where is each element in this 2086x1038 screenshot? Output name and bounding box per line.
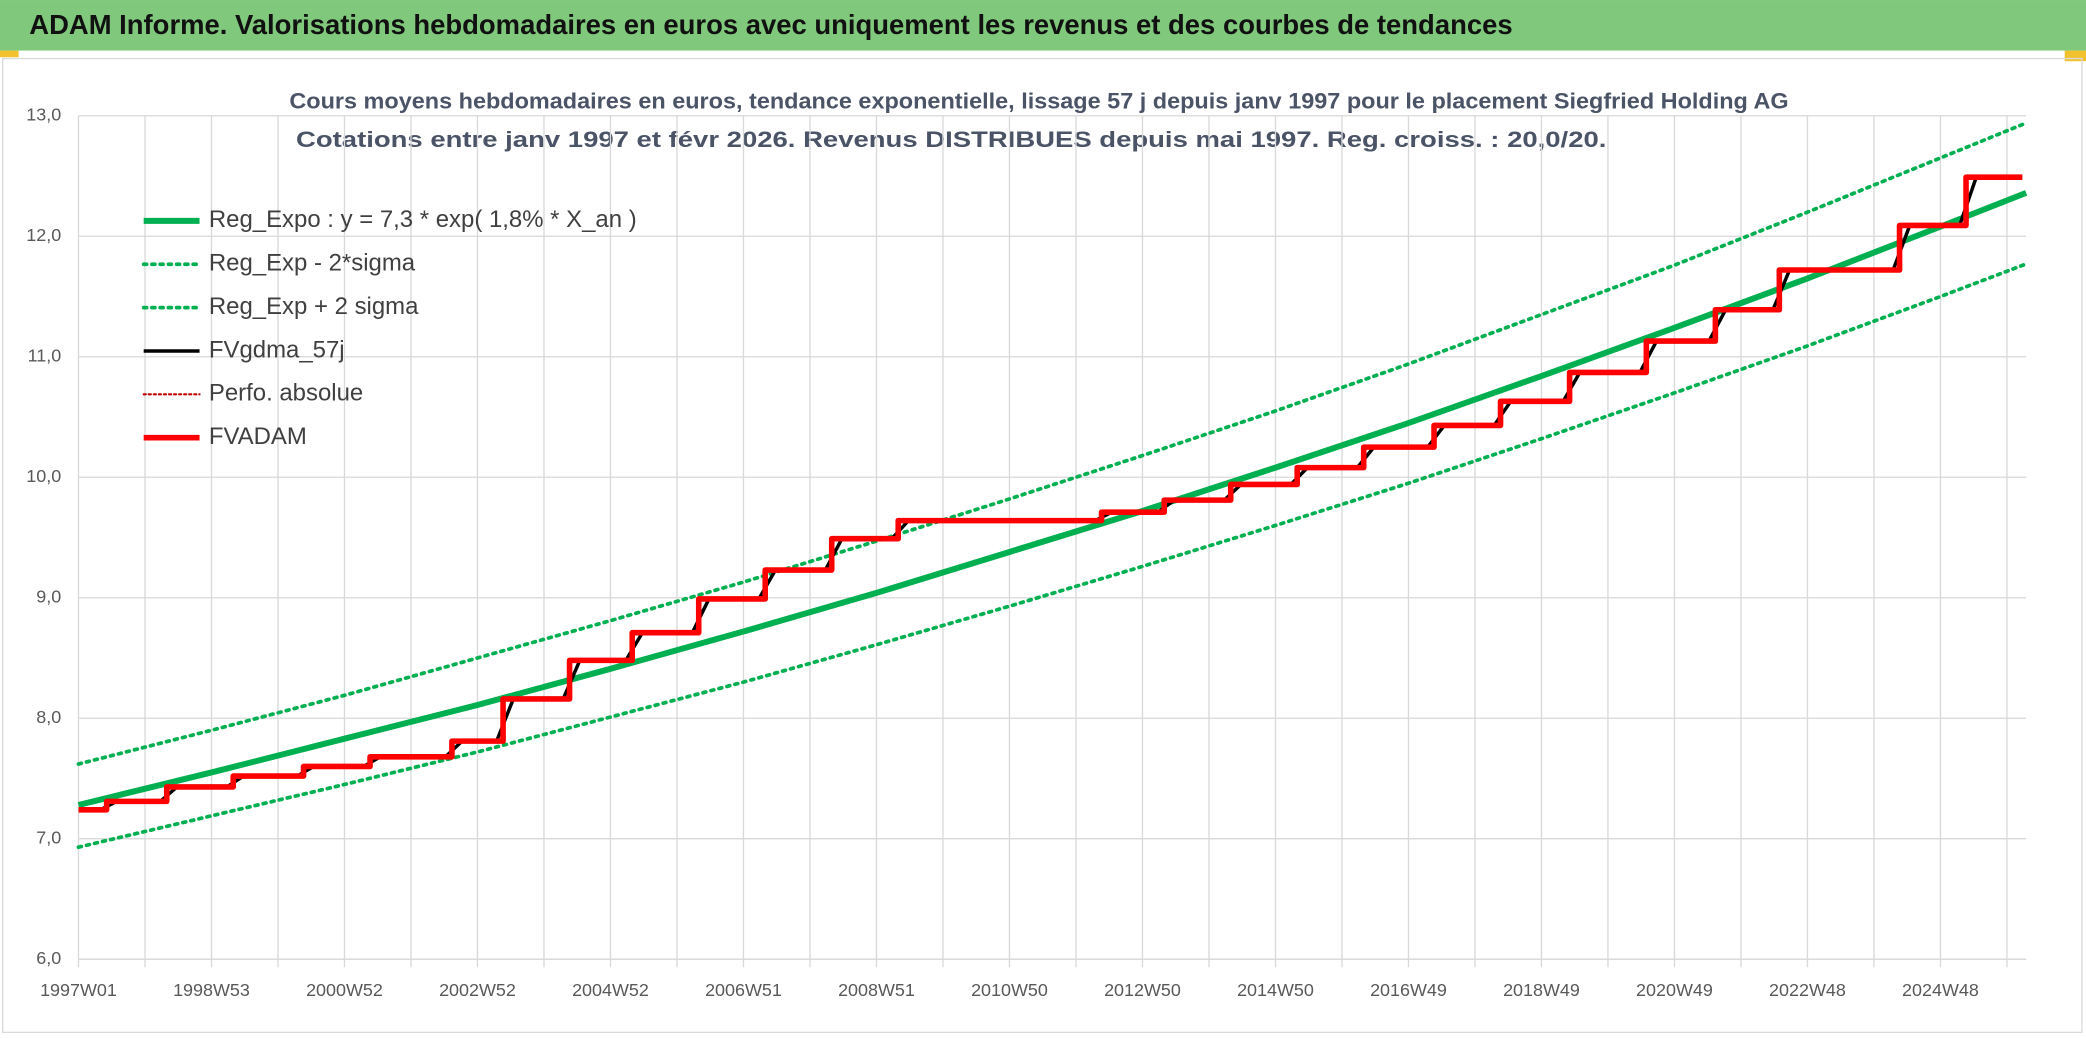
x-tick-label: 2006W51 xyxy=(705,980,782,1000)
chart-title: Cours moyens hebdomadaires en euros, ten… xyxy=(289,88,1788,113)
x-tick-label: 2012W50 xyxy=(1104,980,1181,1000)
x-tick-label: 1998W53 xyxy=(173,980,250,1000)
legend-label: Reg_Exp - 2*sigma xyxy=(209,250,416,277)
y-tick-label: 8,0 xyxy=(36,707,61,727)
chart-frame xyxy=(1,57,2083,1034)
x-tick-label: 2008W51 xyxy=(838,980,915,1000)
y-tick-label: 10,0 xyxy=(26,466,61,486)
legend-label: Perfo. absolue xyxy=(209,380,363,407)
legend-label: Reg_Exp + 2 sigma xyxy=(209,293,419,320)
corner-accent xyxy=(0,50,19,58)
legend-label: Reg_Expo : y = 7,3 * exp( 1,8% * X_an ) xyxy=(209,206,637,233)
x-tick-label: 2018W49 xyxy=(1503,980,1580,1000)
y-tick-label: 6,0 xyxy=(36,948,61,968)
grid: 6,0 7,0 8,0 9,0 10,0 11,0 12,0 13,0 1997W01 1998W… xyxy=(26,105,2027,1000)
y-tick-label: 11,0 xyxy=(28,345,62,365)
y-tick-label: 13,0 xyxy=(26,105,61,125)
corner-accent xyxy=(2064,50,2086,62)
series-line xyxy=(78,174,2023,813)
y-tick-label: 7,0 xyxy=(36,827,61,847)
x-tick-label: 2024W48 xyxy=(1902,980,1979,1000)
header-title: ADAM Informe. Valorisations hebdomadaire… xyxy=(29,9,1512,40)
series-line xyxy=(76,121,2028,766)
x-tick-label: 2020W49 xyxy=(1636,980,1713,1000)
x-tick-label: 2022W48 xyxy=(1769,980,1846,1000)
legend-label: FVgdma_57j xyxy=(209,336,345,363)
header-bar xyxy=(0,0,2086,51)
legend-label: FVADAM xyxy=(209,423,307,450)
legend: Reg_Expo : y = 7,3 * exp( 1,8% * X_an ) R… xyxy=(141,206,637,450)
x-tick-label: 2000W52 xyxy=(306,980,383,1000)
x-tick-label: 2016W49 xyxy=(1370,980,1447,1000)
chart-subtitle: Cotations entre janv 1997 et févr 2026. … xyxy=(296,127,1606,152)
x-tick-label: 1997W01 xyxy=(40,980,117,1000)
y-tick-label: 12,0 xyxy=(26,225,61,245)
series-line xyxy=(76,262,2028,850)
series-line xyxy=(77,190,2028,808)
y-tick-label: 9,0 xyxy=(36,586,61,606)
x-tick-label: 2010W50 xyxy=(971,980,1048,1000)
x-tick-label: 2014W50 xyxy=(1237,980,1314,1000)
x-tick-label: 2004W52 xyxy=(572,980,649,1000)
x-tick-label: 2002W52 xyxy=(439,980,516,1000)
plot xyxy=(76,121,2028,850)
